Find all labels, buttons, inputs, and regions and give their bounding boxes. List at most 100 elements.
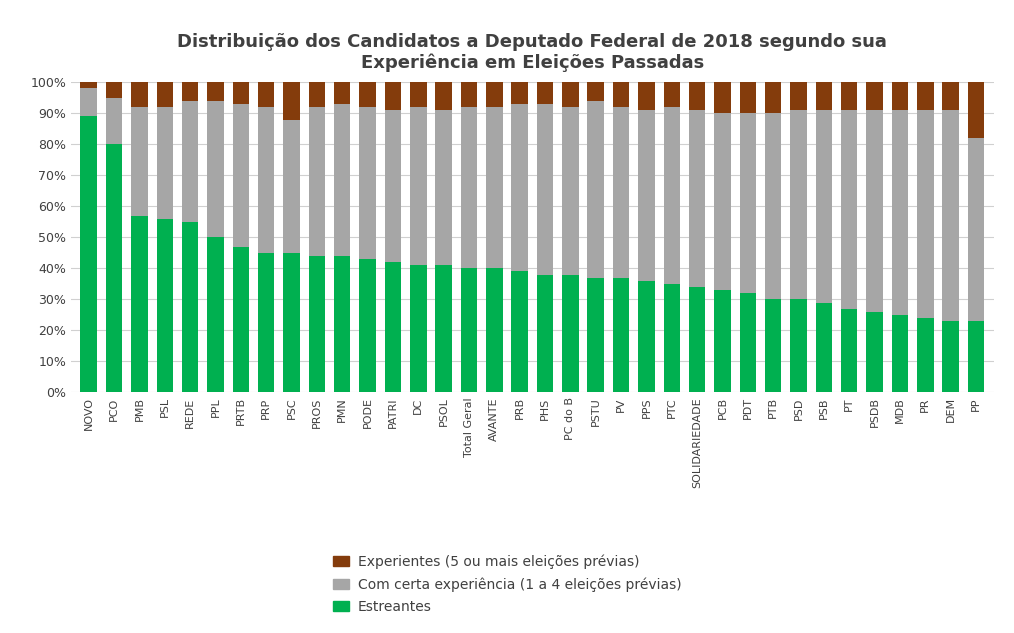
- Bar: [815, 303, 832, 392]
- Bar: [511, 272, 528, 392]
- Legend: Experientes (5 ou mais eleições prévias), Com certa experiência (1 a 4 eleições : Experientes (5 ou mais eleições prévias)…: [328, 549, 686, 620]
- Bar: [384, 262, 402, 392]
- Bar: [105, 144, 123, 392]
- Bar: [689, 110, 706, 287]
- Bar: [790, 299, 807, 392]
- Title: Distribuição dos Candidatos a Deputado Federal de 2018 segundo sua
Experiência e: Distribuição dos Candidatos a Deputado F…: [177, 33, 887, 72]
- Bar: [612, 82, 630, 107]
- Bar: [917, 110, 934, 318]
- Bar: [131, 216, 148, 392]
- Bar: [232, 82, 249, 104]
- Bar: [967, 321, 985, 392]
- Bar: [663, 284, 680, 392]
- Bar: [917, 82, 934, 110]
- Bar: [182, 82, 199, 101]
- Bar: [638, 82, 655, 110]
- Bar: [587, 278, 604, 392]
- Bar: [891, 82, 909, 110]
- Bar: [511, 82, 528, 104]
- Bar: [841, 309, 858, 392]
- Bar: [917, 318, 934, 392]
- Bar: [536, 275, 554, 392]
- Bar: [182, 222, 199, 392]
- Bar: [891, 315, 909, 392]
- Bar: [308, 256, 325, 392]
- Bar: [942, 110, 959, 321]
- Bar: [942, 82, 959, 110]
- Bar: [359, 107, 376, 259]
- Bar: [841, 110, 858, 309]
- Bar: [156, 82, 173, 107]
- Bar: [410, 82, 427, 107]
- Bar: [460, 107, 478, 268]
- Bar: [765, 113, 782, 299]
- Bar: [612, 107, 630, 278]
- Bar: [105, 82, 123, 97]
- Bar: [80, 116, 97, 392]
- Bar: [207, 82, 224, 101]
- Bar: [562, 275, 579, 392]
- Bar: [663, 82, 680, 107]
- Bar: [258, 253, 275, 392]
- Bar: [815, 82, 832, 110]
- Bar: [739, 82, 756, 113]
- Bar: [308, 107, 325, 256]
- Bar: [587, 82, 604, 101]
- Bar: [486, 268, 503, 392]
- Bar: [765, 82, 782, 113]
- Bar: [790, 82, 807, 110]
- Bar: [334, 82, 351, 104]
- Bar: [207, 101, 224, 237]
- Bar: [384, 82, 402, 110]
- Bar: [283, 253, 300, 392]
- Bar: [435, 82, 452, 110]
- Bar: [232, 247, 249, 392]
- Bar: [689, 287, 706, 392]
- Bar: [841, 82, 858, 110]
- Bar: [714, 82, 731, 113]
- Bar: [156, 107, 173, 219]
- Bar: [714, 113, 731, 290]
- Bar: [638, 281, 655, 392]
- Bar: [460, 82, 478, 107]
- Bar: [663, 107, 680, 284]
- Bar: [967, 82, 985, 138]
- Bar: [182, 101, 199, 222]
- Bar: [891, 110, 909, 315]
- Bar: [866, 110, 883, 312]
- Bar: [410, 265, 427, 392]
- Bar: [80, 89, 97, 116]
- Bar: [486, 107, 503, 268]
- Bar: [866, 82, 883, 110]
- Bar: [967, 138, 985, 321]
- Bar: [460, 268, 478, 392]
- Bar: [308, 82, 325, 107]
- Bar: [739, 293, 756, 392]
- Bar: [714, 290, 731, 392]
- Bar: [131, 82, 148, 107]
- Bar: [638, 110, 655, 281]
- Bar: [815, 110, 832, 303]
- Bar: [536, 104, 554, 275]
- Bar: [359, 259, 376, 392]
- Bar: [562, 107, 579, 275]
- Bar: [334, 104, 351, 256]
- Bar: [765, 299, 782, 392]
- Bar: [283, 82, 300, 120]
- Bar: [790, 110, 807, 299]
- Bar: [612, 278, 630, 392]
- Bar: [410, 107, 427, 265]
- Bar: [283, 120, 300, 253]
- Bar: [384, 110, 402, 262]
- Bar: [587, 101, 604, 278]
- Bar: [435, 265, 452, 392]
- Bar: [942, 321, 959, 392]
- Bar: [156, 219, 173, 392]
- Bar: [739, 113, 756, 293]
- Bar: [486, 82, 503, 107]
- Bar: [435, 110, 452, 265]
- Bar: [207, 237, 224, 392]
- Bar: [511, 104, 528, 272]
- Bar: [536, 82, 554, 104]
- Bar: [562, 82, 579, 107]
